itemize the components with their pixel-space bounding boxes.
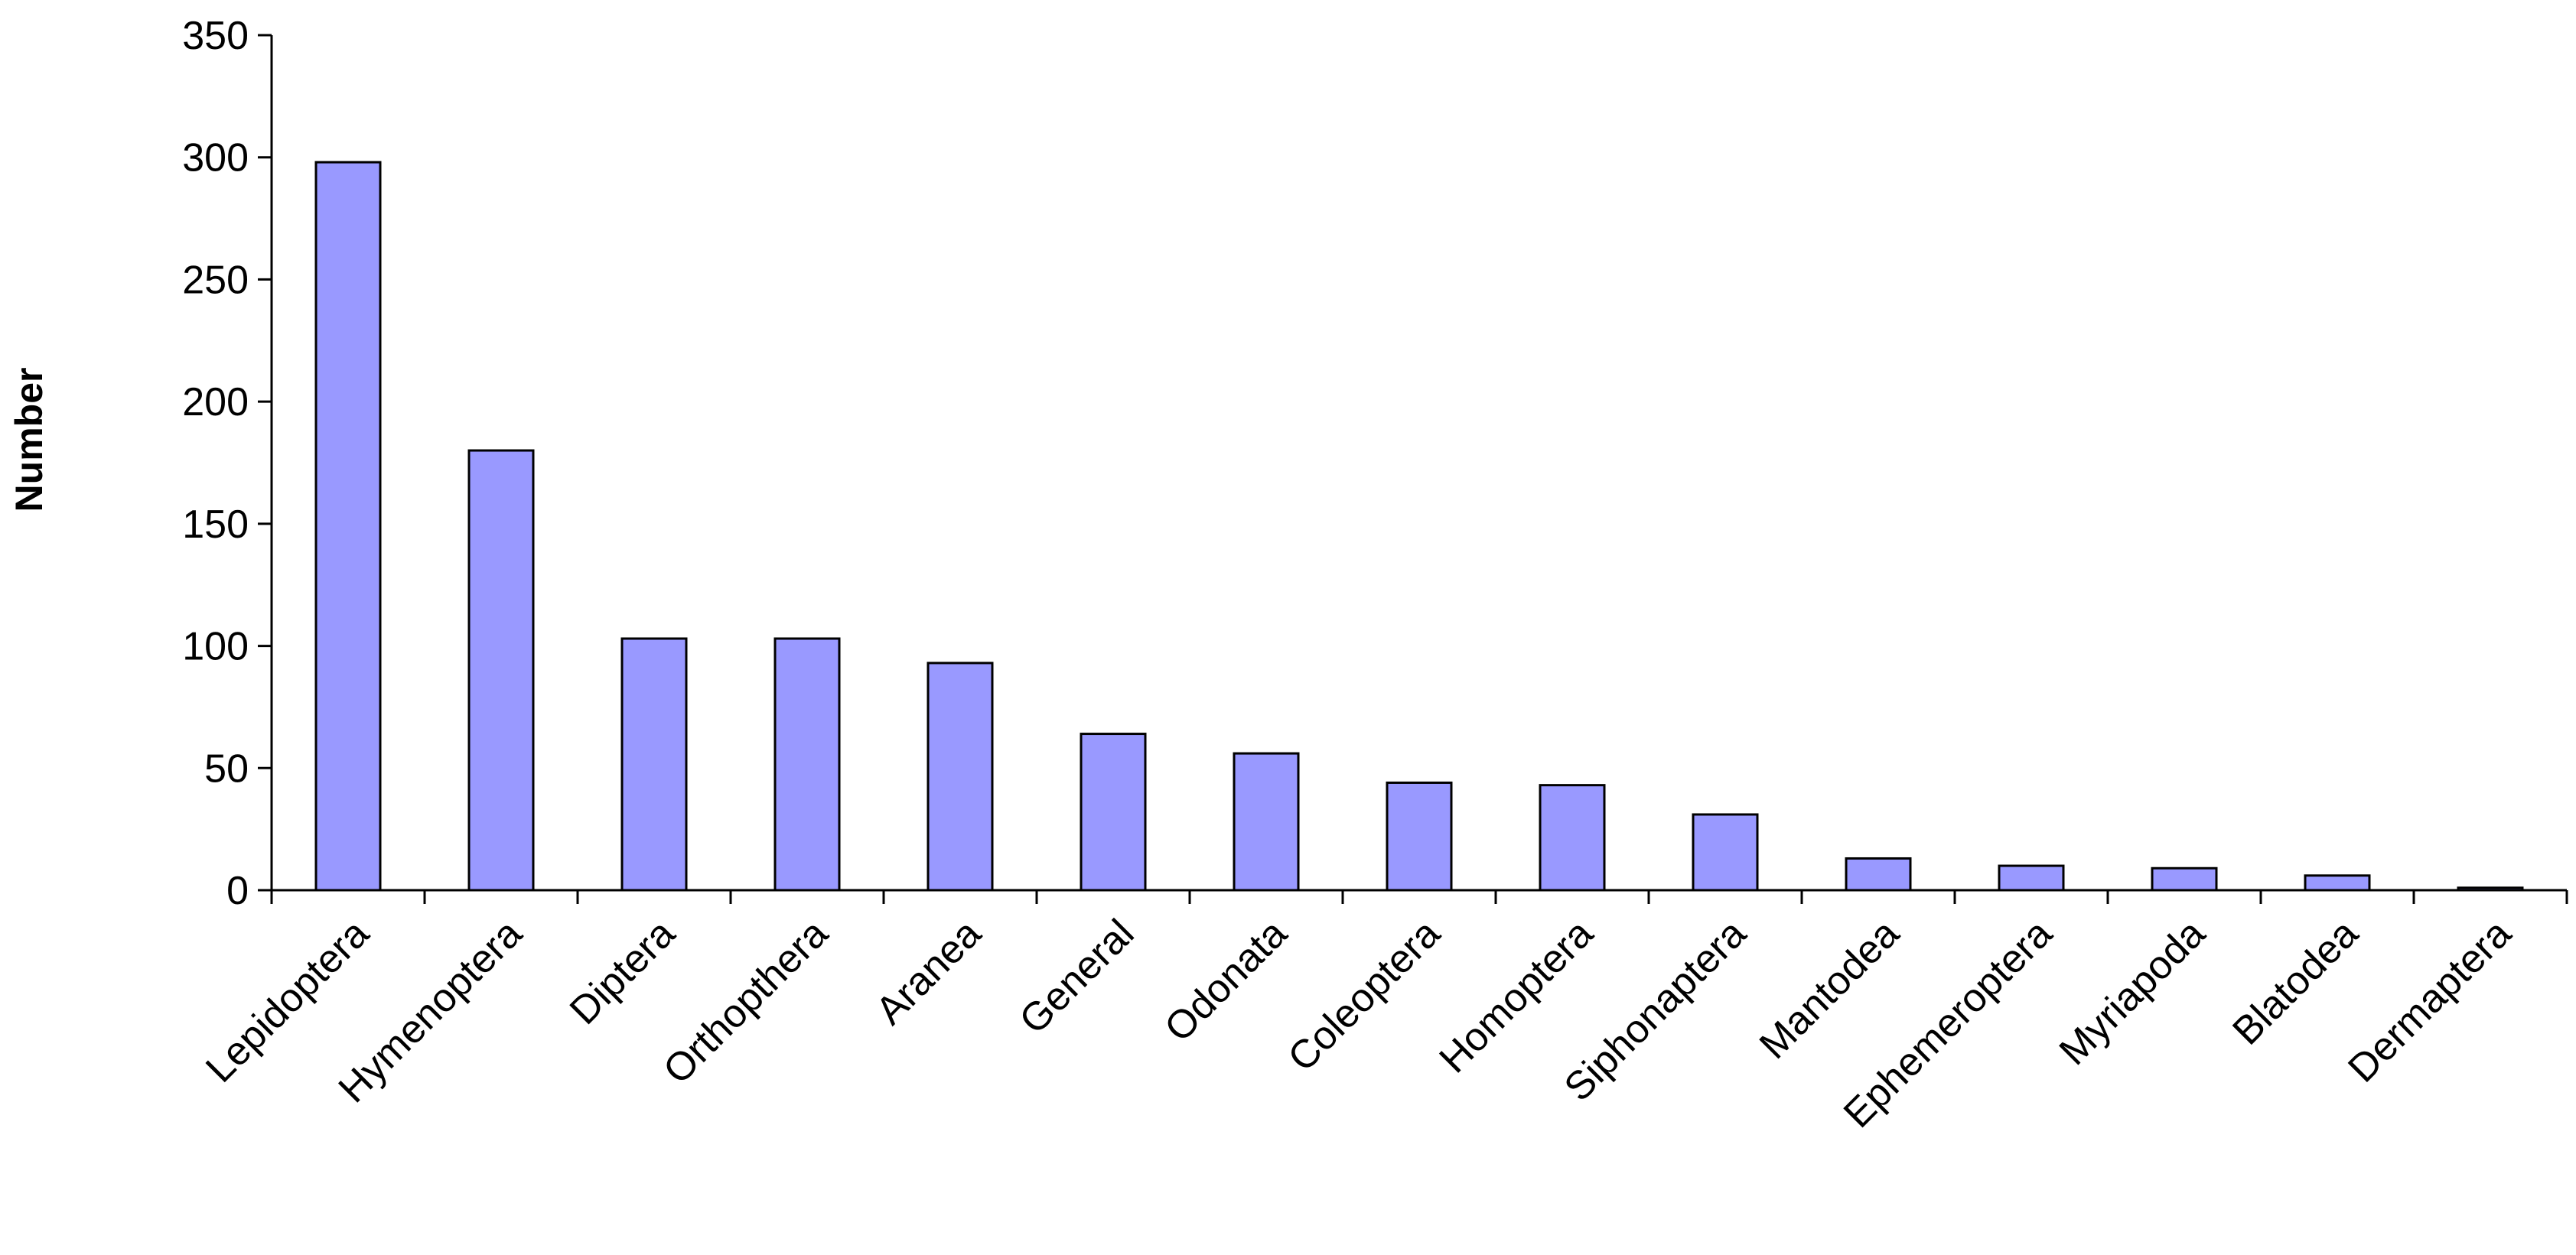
y-axis: 0 50 100 150 200 250 300 350 (182, 14, 273, 913)
x-tick-label: General (1011, 911, 1143, 1042)
bar (1233, 752, 1300, 892)
bar (1386, 781, 1453, 892)
y-tick-label: 250 (182, 258, 249, 302)
bar (1692, 813, 1759, 892)
x-tick-label: Myriapoda (2051, 911, 2214, 1074)
y-tick-label: 0 (226, 869, 249, 913)
bar (773, 637, 841, 892)
x-tick-label: Orthopthera (655, 911, 836, 1092)
bar (314, 161, 382, 892)
y-tick-label: 50 (204, 746, 249, 791)
y-tick-label: 300 (182, 136, 249, 180)
y-tick-label: 100 (182, 625, 249, 669)
bars-group (314, 161, 2524, 892)
x-tick-label: Aranea (868, 911, 990, 1033)
x-tick-label: Odonata (1156, 911, 1295, 1050)
bar (927, 662, 994, 892)
y-tick-label: 200 (182, 380, 249, 424)
bar (2304, 874, 2371, 892)
x-tick-label: Dermaptera (2340, 911, 2519, 1091)
y-axis-title: Number (8, 368, 50, 512)
x-tick-label: Blatodea (2224, 911, 2366, 1053)
bar (1998, 864, 2065, 892)
bar (467, 449, 535, 892)
bar (1539, 784, 1606, 892)
bar (620, 637, 688, 892)
x-tick-label: Mantodea (1751, 911, 1908, 1068)
x-tick-label: Homoptera (1431, 911, 1602, 1081)
bar (2151, 866, 2218, 892)
x-axis (270, 889, 2568, 904)
bar (2457, 886, 2524, 892)
y-tick-label: 350 (182, 14, 249, 58)
bar (1845, 857, 1912, 892)
x-tick-label: Coleoptera (1280, 911, 1449, 1080)
bar (1080, 733, 1147, 892)
x-tick-label: Diptera (562, 911, 684, 1033)
y-tick-label: 150 (182, 502, 249, 547)
